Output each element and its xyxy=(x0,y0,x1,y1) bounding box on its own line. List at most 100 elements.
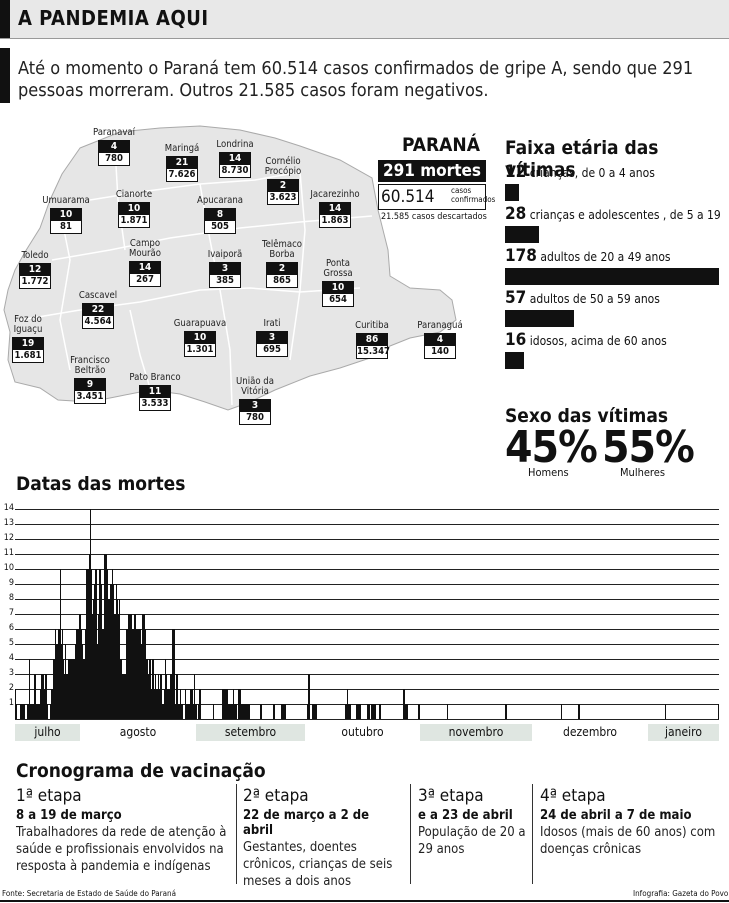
chart-gridline xyxy=(15,629,719,630)
stage-description: Trabalhadores da rede de atenção à saúde… xyxy=(16,825,227,874)
chart-y-tick: 6 xyxy=(8,623,14,633)
chart-bar xyxy=(64,644,66,719)
chart-bar xyxy=(345,704,347,719)
women-percent: 55% xyxy=(602,422,695,473)
chart-bar xyxy=(159,674,162,719)
chart-bar xyxy=(93,584,95,719)
map-city-name: União da Vitória xyxy=(236,376,274,397)
chart-bar xyxy=(58,629,61,719)
map-city-name: Telêmaco Borba xyxy=(262,239,302,260)
chart-bar xyxy=(177,704,179,719)
map-city-name: Toledo xyxy=(21,250,49,261)
chart-bar xyxy=(374,704,376,719)
chart-bar xyxy=(39,704,41,719)
chart-bar xyxy=(67,689,69,719)
chart-bar xyxy=(168,704,170,719)
age-group-bar xyxy=(505,268,719,285)
chart-bar xyxy=(346,704,348,719)
chart-y-tick: 2 xyxy=(8,683,14,693)
stage-label: 4ª etapa xyxy=(540,786,606,806)
chart-bar xyxy=(108,614,110,719)
chart-bar xyxy=(284,704,287,719)
chart-y-tick: 7 xyxy=(8,608,14,618)
chart-bar xyxy=(373,704,375,719)
chart-gridline xyxy=(15,584,719,585)
chart-y-tick: 11 xyxy=(3,548,14,558)
chart-bar xyxy=(123,674,126,719)
chart-bar xyxy=(80,614,82,719)
map-city-cases: 140 xyxy=(431,346,449,357)
map-city-name: Maringá xyxy=(164,143,200,154)
chart-bar xyxy=(44,689,46,719)
chart-bar xyxy=(176,674,178,719)
chart-bar xyxy=(50,689,53,719)
chart-bar xyxy=(162,704,164,719)
chart-gridline xyxy=(15,554,719,555)
chart-bar xyxy=(283,704,285,719)
map-city-stats: 14 267 xyxy=(129,261,161,287)
chart-month-label: agosto xyxy=(80,724,196,741)
chart-bar xyxy=(73,659,75,719)
chart-bar xyxy=(68,659,70,719)
chart-bar xyxy=(356,704,359,719)
chart-month-label: dezembro xyxy=(532,724,648,741)
chart-bar xyxy=(62,659,64,719)
chart-bar xyxy=(185,704,188,719)
chart-bar xyxy=(355,704,358,719)
vaccine-stage-4: 4ª etapa 24 de abril a 7 de maio Idosos … xyxy=(540,786,725,858)
age-group-bar xyxy=(505,310,574,327)
chart-bar xyxy=(106,569,108,719)
map-city-name: Paranavaí xyxy=(92,127,136,138)
map-city-stats: 21 7.626 xyxy=(166,156,198,182)
chart-bar xyxy=(90,569,93,719)
chart-bar xyxy=(47,704,49,719)
chart-bar xyxy=(244,704,246,719)
map-city-cases: 865 xyxy=(273,275,291,286)
stage-divider xyxy=(532,784,533,884)
map-city-stats: 86 15.347 xyxy=(356,333,390,359)
chart-bar xyxy=(38,704,40,719)
chart-y-tick: 14 xyxy=(3,503,14,513)
chart-y-tick: 3 xyxy=(8,668,14,678)
chart-gridline xyxy=(15,524,719,525)
chart-bar xyxy=(232,689,234,719)
chart-bar xyxy=(22,704,25,719)
chart-bar xyxy=(141,644,143,719)
age-group-label: idosos, acima de 60 anos xyxy=(526,334,667,348)
chart-bar xyxy=(166,689,168,719)
chart-bar xyxy=(195,704,197,719)
chart-bar xyxy=(140,644,142,719)
chart-bar xyxy=(406,704,408,719)
chart-bar xyxy=(155,689,158,719)
chart-bar xyxy=(122,674,125,719)
chart-gridline xyxy=(15,614,719,615)
map-city-name: Foz do Iguaçu xyxy=(13,314,43,335)
map-city-cases: 780 xyxy=(246,412,264,423)
chart-bar xyxy=(241,704,243,719)
map-city-deaths: 2 xyxy=(267,263,297,275)
map-city-deaths: 86 xyxy=(357,334,387,346)
chart-bar xyxy=(57,629,60,719)
chart-bar xyxy=(29,704,31,719)
chart-bar xyxy=(192,704,195,719)
map-city-deaths: 2 xyxy=(268,180,298,192)
chart-bar xyxy=(146,659,148,719)
chart-bar xyxy=(358,704,361,719)
age-group-row: 57 adultos de 50 a 59 anos xyxy=(505,288,660,327)
chart-bar xyxy=(221,689,224,719)
map-city-name: Francisco Beltrão xyxy=(70,355,110,376)
chart-bar xyxy=(181,704,183,719)
map-city-stats: 14 8.730 xyxy=(219,152,251,178)
chart-bar xyxy=(46,674,48,719)
chart-bar xyxy=(198,704,200,719)
chart-bar xyxy=(165,674,167,719)
chart-bar xyxy=(259,704,262,719)
intro-accent-bar xyxy=(0,48,10,103)
map-city-deaths: 22 xyxy=(83,304,113,316)
chart-bar xyxy=(187,704,190,719)
map-city-deaths: 14 xyxy=(320,203,350,215)
chart-bar xyxy=(405,704,407,719)
chart-bar xyxy=(371,704,373,719)
chart-bar xyxy=(126,629,129,719)
age-group-label: adultos de 50 a 59 anos xyxy=(526,292,660,306)
